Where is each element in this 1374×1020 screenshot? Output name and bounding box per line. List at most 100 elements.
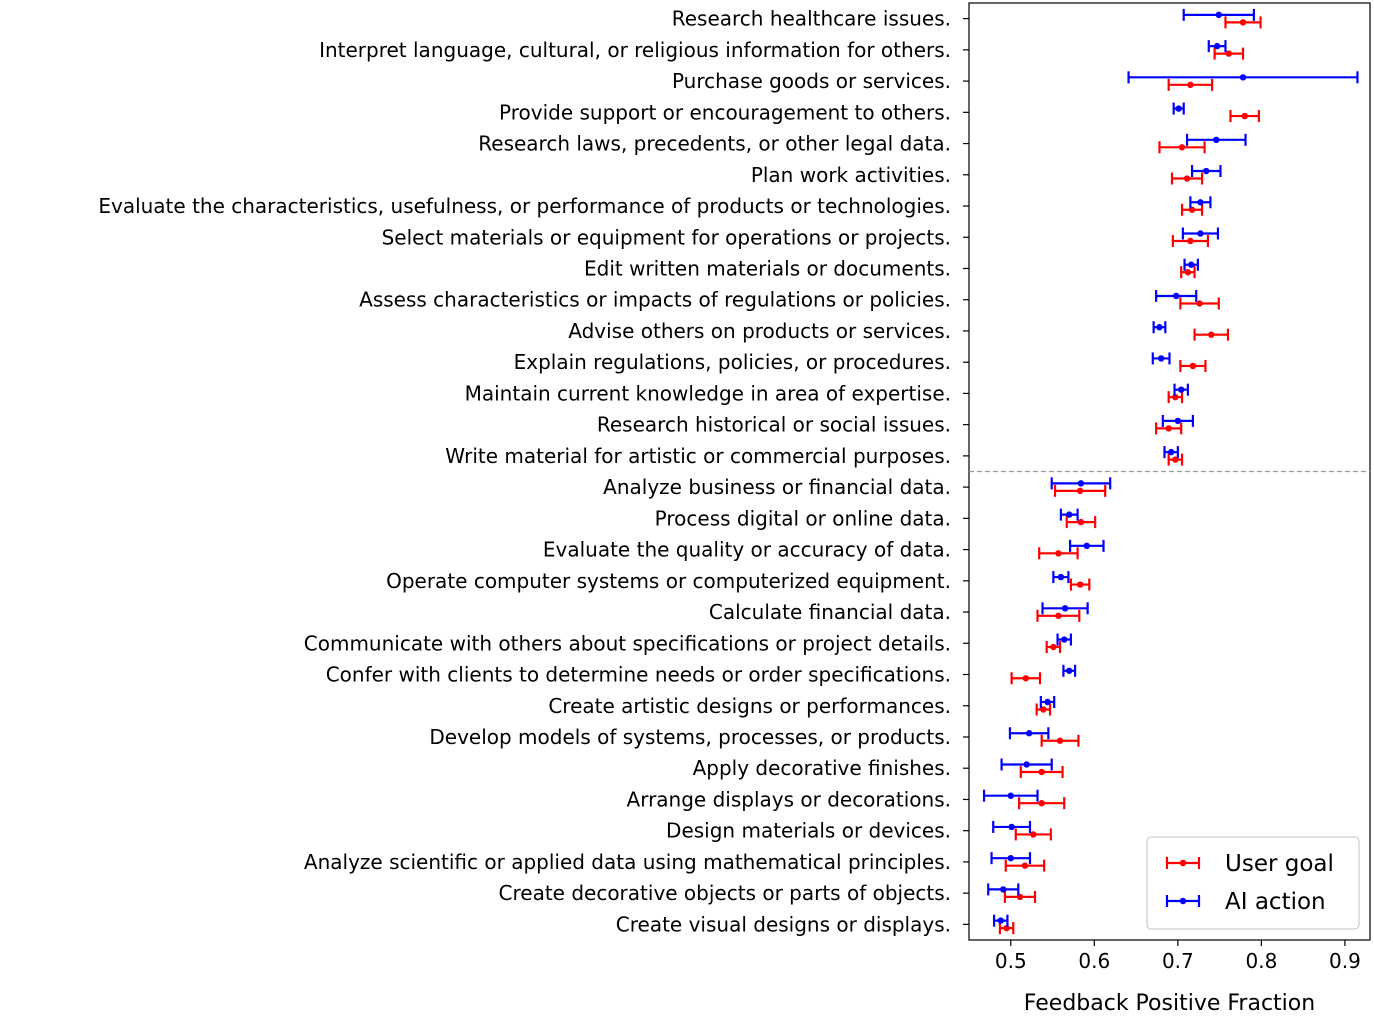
data-point [1008, 823, 1015, 831]
category-label: Operate computer systems or computerized… [386, 569, 951, 593]
data-point [1021, 862, 1029, 869]
data-point [1172, 292, 1180, 300]
data-point [1055, 612, 1062, 619]
data-point [1157, 355, 1165, 362]
data-point [1178, 144, 1186, 151]
data-point [1038, 768, 1045, 776]
data-point [1076, 487, 1084, 495]
category-label: Provide support or encouragement to othe… [499, 100, 951, 124]
legend-swatch-dot [1179, 897, 1187, 905]
x-axis-ticks: 0.5 0.6 0.7 0.8 0.9 [995, 940, 1361, 973]
category-label: Assess characteristics or impacts of reg… [359, 288, 951, 312]
data-point [1025, 730, 1033, 737]
category-label: Create artistic designs or performances. [548, 694, 951, 718]
data-point [1167, 448, 1175, 456]
category-label: Calculate financial data. [709, 600, 951, 624]
data-point [1174, 417, 1182, 425]
data-point [1066, 511, 1073, 518]
data-point [1197, 230, 1204, 237]
data-point [1215, 11, 1222, 19]
category-label: Confer with clients to determine needs o… [326, 663, 951, 687]
data-point [1050, 643, 1057, 651]
category-label: Communicate with others about specificat… [304, 631, 951, 655]
category-label: Create decorative objects or parts of ob… [499, 881, 951, 905]
x-axis-label: Feedback Positive Fraction [1024, 991, 1315, 1016]
category-label: Create visual designs or displays. [616, 912, 951, 936]
data-point [1208, 331, 1215, 338]
series-user-goal [998, 16, 1262, 935]
category-label: Research historical or social issues. [597, 413, 951, 437]
data-point [1076, 581, 1084, 588]
data-point [1203, 167, 1210, 175]
category-label: Evaluate the quality or accuracy of data… [543, 538, 951, 562]
category-label: Plan work activities. [751, 163, 951, 187]
category-label: Purchase goods or services. [672, 69, 951, 93]
data-point [1241, 112, 1248, 120]
data-point [1083, 542, 1090, 550]
category-labels: Research healthcare issues. Interpret lan… [98, 7, 969, 936]
data-point [1077, 480, 1085, 487]
category-label: Select materials or equipment for operat… [382, 225, 951, 249]
legend-label: AI action [1225, 889, 1326, 915]
data-point [1156, 324, 1163, 331]
category-label: Process digital or online data. [655, 506, 951, 530]
data-point [1175, 105, 1182, 112]
data-point [1177, 386, 1185, 393]
legend-entry: AI action [1165, 889, 1326, 915]
category-label: Analyze business or financial data. [603, 475, 951, 499]
category-label: Write material for artistic or commercia… [445, 444, 951, 468]
data-point [1077, 518, 1085, 526]
category-label: Explain regulations, policies, or proced… [514, 350, 951, 374]
category-label: Design materials or devices. [666, 819, 951, 843]
category-label: Develop models of systems, processes, or… [429, 725, 951, 749]
data-point [1007, 792, 1014, 799]
data-point [1030, 831, 1037, 838]
data-point [1225, 50, 1233, 57]
data-point [1061, 636, 1068, 643]
x-tick-label: 0.7 [1162, 949, 1194, 973]
data-point [1184, 269, 1192, 276]
category-label: Arrange displays or decorations. [627, 787, 951, 811]
category-label: Analyze scientific or applied data using… [304, 850, 951, 874]
category-label: Maintain current knowledge in area of ex… [465, 381, 951, 405]
legend-entry: User goal [1165, 851, 1334, 877]
legend: User goal AI action [1146, 836, 1360, 930]
data-point [1055, 550, 1062, 557]
data-point [1196, 300, 1203, 307]
category-label: Interpret language, cultural, or religio… [319, 38, 951, 62]
data-point [1239, 19, 1247, 26]
plot-area [968, 2, 1371, 941]
data-point [1239, 74, 1247, 81]
x-tick-label: 0.8 [1245, 949, 1277, 973]
x-tick-label: 0.5 [995, 949, 1027, 973]
legend-swatch-dot [1179, 859, 1187, 867]
data-point [1057, 573, 1065, 581]
category-label: Evaluate the characteristics, usefulness… [98, 194, 951, 218]
x-tick-label: 0.6 [1078, 949, 1110, 973]
category-label: Apply decorative finishes. [693, 756, 951, 780]
category-label: Research laws, precedents, or other lega… [478, 132, 951, 156]
data-point [1000, 886, 1007, 893]
data-point [1061, 605, 1069, 612]
data-point [1023, 761, 1030, 768]
data-point [997, 917, 1004, 924]
category-label: Edit written materials or documents. [584, 256, 951, 280]
data-point [1187, 81, 1194, 89]
category-label: Research healthcare issues. [672, 7, 951, 31]
data-point [1187, 237, 1194, 245]
series-ai-action [982, 8, 1359, 927]
data-point [1007, 854, 1014, 862]
data-point [1213, 136, 1220, 144]
data-point [1165, 425, 1172, 432]
data-point [1056, 737, 1064, 744]
legend-label: User goal [1225, 851, 1334, 877]
data-point [1213, 42, 1221, 50]
data-point [1044, 698, 1051, 706]
data-point [1183, 175, 1191, 182]
data-point [1197, 199, 1204, 206]
data-point [1189, 362, 1197, 370]
data-point [1038, 799, 1045, 807]
x-tick-label: 0.9 [1329, 949, 1361, 973]
category-label: Advise others on products or services. [568, 319, 951, 343]
